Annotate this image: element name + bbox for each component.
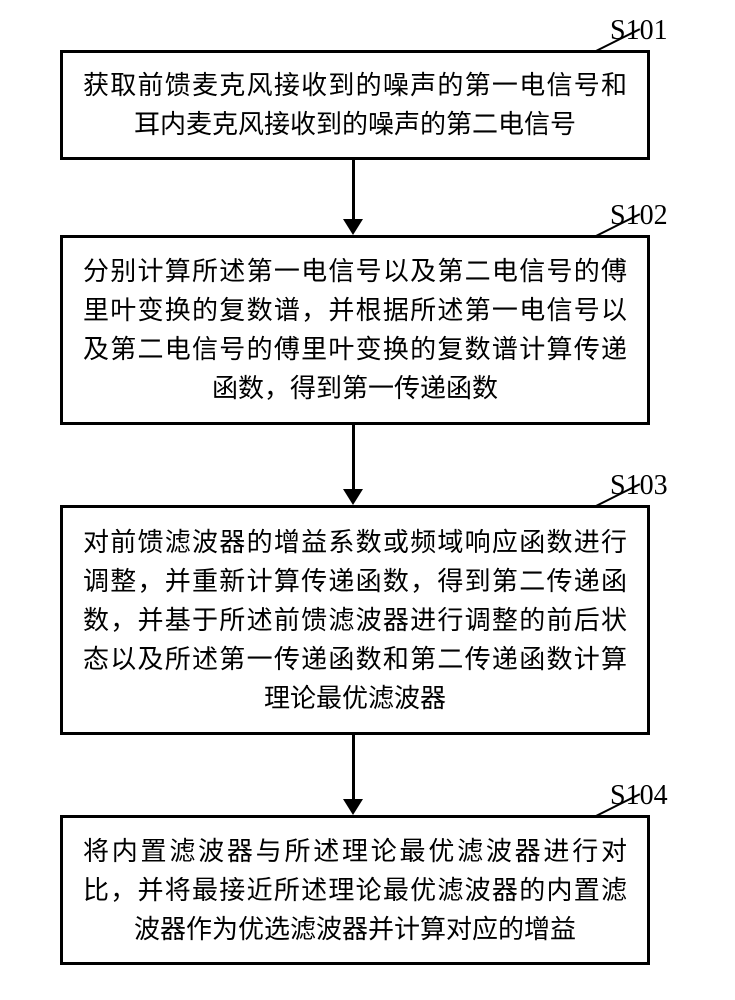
step-box-S103: 对前馈滤波器的增益系数或频域响应函数进行调整，并重新计算传递函数，得到第二传递函… (60, 505, 650, 735)
step-text-S102: 分别计算所述第一电信号以及第二电信号的傅里叶变换的复数谱，并根据所述第一电信号以… (83, 252, 627, 408)
arrow-head-0 (343, 219, 363, 235)
step-label-S101: S101 (610, 15, 668, 47)
step-label-S104: S104 (610, 780, 668, 812)
step-label-S103: S103 (610, 470, 668, 502)
flowchart-canvas: 获取前馈麦克风接收到的噪声的第一电信号和耳内麦克风接收到的噪声的第二电信号 S10… (0, 0, 735, 1000)
step-label-S102: S102 (610, 200, 668, 232)
step-text-S104: 将内置滤波器与所述理论最优滤波器进行对比，并将最接近所述理论最优滤波器的内置滤波… (83, 832, 627, 949)
step-text-S101: 获取前馈麦克风接收到的噪声的第一电信号和耳内麦克风接收到的噪声的第二电信号 (83, 66, 627, 144)
arrow-line-1 (352, 425, 355, 489)
arrow-head-1 (343, 489, 363, 505)
step-box-S101: 获取前馈麦克风接收到的噪声的第一电信号和耳内麦克风接收到的噪声的第二电信号 (60, 50, 650, 160)
step-text-S103: 对前馈滤波器的增益系数或频域响应函数进行调整，并重新计算传递函数，得到第二传递函… (83, 523, 627, 718)
arrow-line-2 (352, 735, 355, 799)
step-box-S104: 将内置滤波器与所述理论最优滤波器进行对比，并将最接近所述理论最优滤波器的内置滤波… (60, 815, 650, 965)
arrow-head-2 (343, 799, 363, 815)
step-box-S102: 分别计算所述第一电信号以及第二电信号的傅里叶变换的复数谱，并根据所述第一电信号以… (60, 235, 650, 425)
arrow-line-0 (352, 160, 355, 219)
